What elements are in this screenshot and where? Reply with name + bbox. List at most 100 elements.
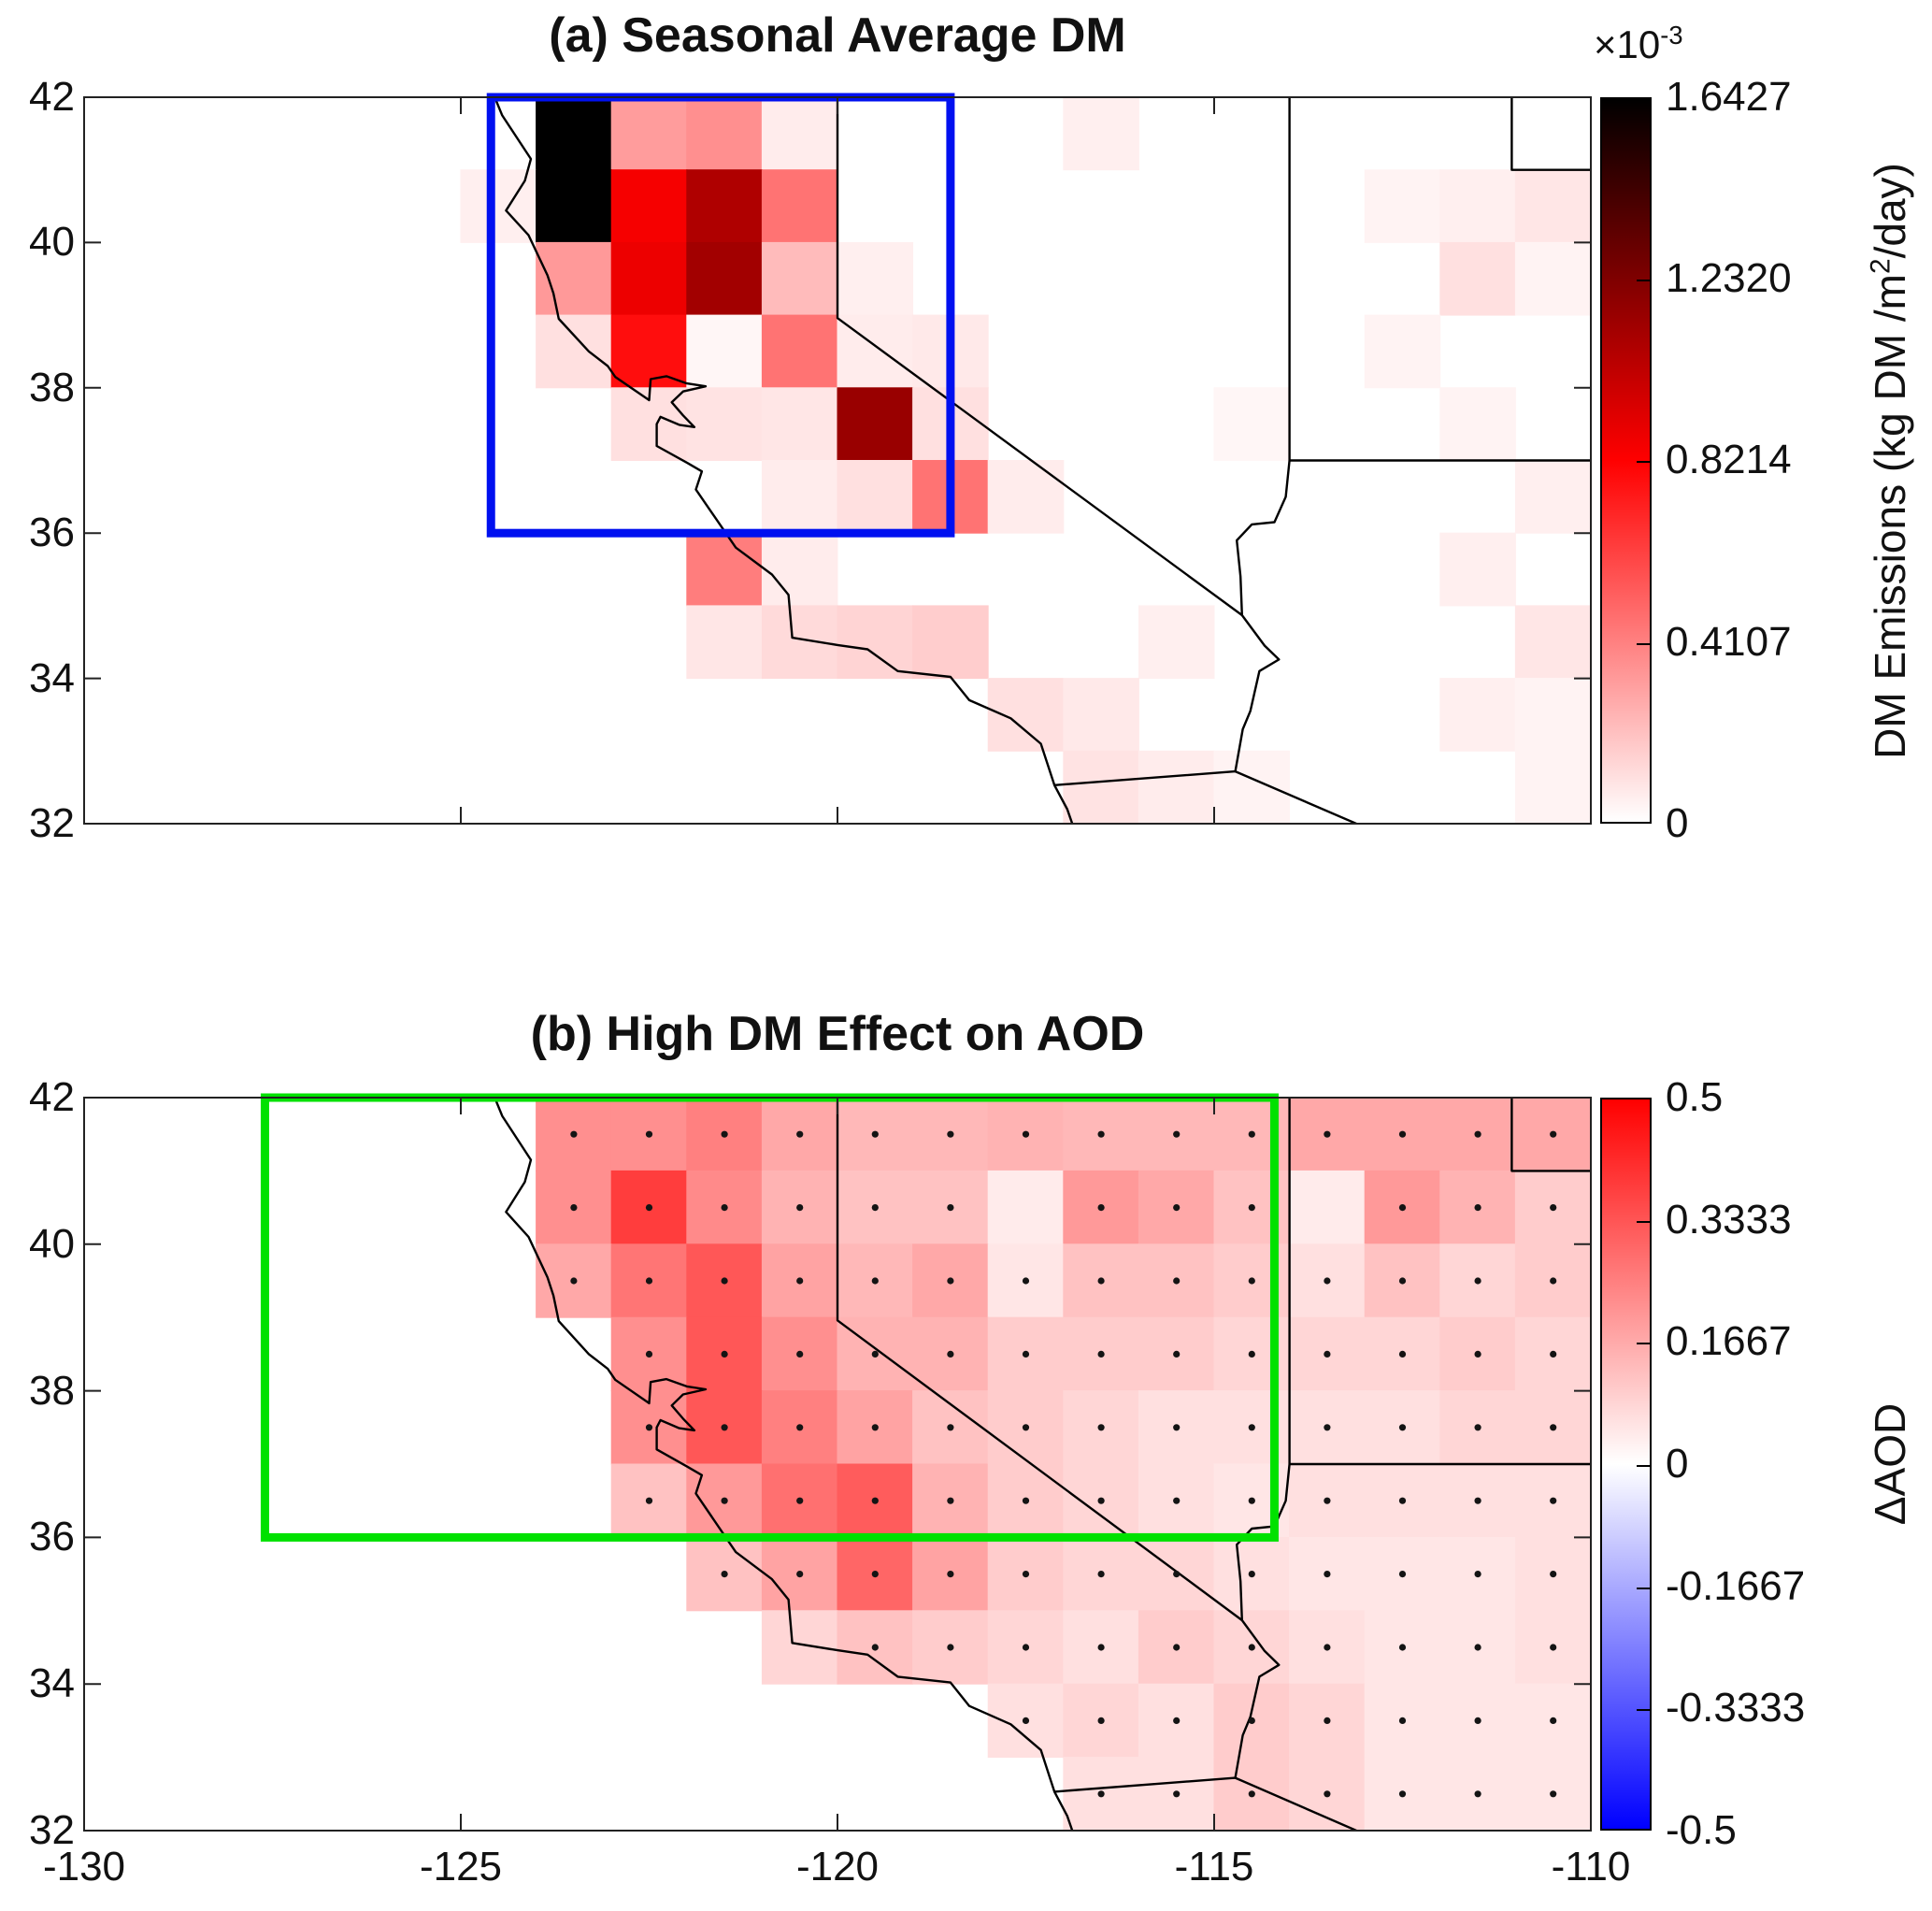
state-border: [836, 97, 1243, 616]
stipple-dot: [871, 1204, 879, 1212]
colorbar-tick: [1637, 642, 1650, 645]
stipple-dot: [1550, 1717, 1557, 1724]
grid-cell: [837, 241, 914, 316]
grid-cell: [1063, 750, 1139, 824]
colorbar-tick-label: 0.3333: [1666, 1196, 1792, 1243]
stipple-dot: [1022, 1717, 1030, 1724]
grid-cell: [1439, 169, 1516, 243]
state-border: [1054, 1776, 1360, 1831]
stipple-dot: [1173, 1277, 1181, 1285]
stipple-dot: [1324, 1497, 1331, 1504]
stipple-dot: [1097, 1571, 1105, 1578]
stipple-dot: [1324, 1790, 1331, 1798]
stipple-dot: [645, 1204, 653, 1212]
stipple-dot: [1474, 1497, 1481, 1504]
stipple-dot: [1248, 1497, 1255, 1504]
stipple-dot: [1550, 1644, 1557, 1651]
stipple-dot: [645, 1497, 653, 1504]
xtick-label: -120: [795, 1844, 880, 1889]
stipple-dot: [1474, 1277, 1481, 1285]
xtick-label: -110: [1551, 1844, 1631, 1889]
grid-cell: [912, 605, 989, 680]
panel-a-ytick-label: 34: [29, 654, 75, 701]
grid-cell: [761, 314, 838, 389]
stipple-dot: [1173, 1790, 1181, 1798]
stipple-dot: [1550, 1571, 1557, 1578]
grid-cell: [1514, 605, 1591, 680]
stipple-dot: [1248, 1204, 1255, 1212]
stipple-dot: [1248, 1424, 1255, 1431]
stipple-dot: [871, 1130, 879, 1138]
stipple-dot: [1173, 1350, 1181, 1358]
grid-cell: [1514, 241, 1591, 316]
colorbar-b: [1600, 1098, 1652, 1831]
stipple-dot: [721, 1424, 728, 1431]
panel-b-ytick-label: 42: [29, 1074, 75, 1120]
grid-cell: [1063, 678, 1139, 752]
panel-a-ytick-label: 40: [29, 219, 75, 266]
grid-cell: [536, 241, 612, 316]
colorbar-tick-label: -0.1667: [1666, 1562, 1806, 1609]
grid-cell: [610, 314, 688, 389]
grid-cell: [837, 460, 914, 534]
stipple-dot: [1474, 1424, 1481, 1431]
stipple-dot: [1474, 1790, 1481, 1798]
stipple-dot: [1022, 1571, 1030, 1578]
stipple-dot: [1248, 1130, 1255, 1138]
stipple-dot: [1398, 1497, 1407, 1504]
panel-b-ytick-label: 40: [29, 1220, 75, 1267]
stipple-dot: [871, 1497, 879, 1504]
grid-cell: [1439, 678, 1516, 752]
grid-cell: [686, 314, 763, 389]
state-border: [836, 1098, 1243, 1621]
stipple-dot: [570, 1277, 578, 1285]
stipple-dot: [645, 1130, 653, 1138]
colorbar-tick: [1637, 1343, 1650, 1345]
stipple-dot: [1097, 1130, 1105, 1138]
axes-frame: [83, 1097, 1592, 1832]
colorbar-tick-label: 0: [1666, 800, 1689, 846]
coastline: [494, 97, 1074, 824]
stipple-dot: [796, 1424, 804, 1431]
stipple-dot: [645, 1350, 653, 1358]
stipple-dot: [1097, 1717, 1105, 1724]
colorbar-tick-label: 0.4107: [1666, 618, 1792, 665]
map-outlines: [494, 97, 1591, 824]
colorbar-tick: [1637, 1709, 1650, 1712]
stipple-dot: [1398, 1644, 1407, 1651]
grid-cell: [1514, 678, 1591, 752]
stipple-dot: [1550, 1277, 1557, 1285]
colorbar-tick-label: 0.1667: [1666, 1318, 1792, 1365]
stipple-dots: [570, 1130, 1557, 1798]
grid-cell: [610, 169, 688, 243]
grid-cell: [1063, 97, 1139, 171]
colorbar-a-axis-label: DM Emissions (kg DM /m2/day): [1865, 162, 1914, 759]
grid-cell: [987, 460, 1065, 534]
grid-cell: [761, 241, 838, 316]
state-border: [1054, 769, 1360, 824]
grid-cell: [1364, 169, 1441, 243]
grid-cell: [686, 532, 763, 607]
stipple-dot: [871, 1644, 879, 1651]
stipple-dot: [721, 1277, 728, 1285]
panel-b-ytick-label: 38: [29, 1367, 75, 1414]
stipple-dot: [796, 1277, 804, 1285]
stipple-dot: [947, 1571, 954, 1578]
stipple-dot: [947, 1644, 954, 1651]
panel-b-title: (b) High DM Effect on AOD: [530, 1007, 1145, 1061]
stipple-dot: [1474, 1644, 1481, 1651]
stipple-dot: [1324, 1277, 1331, 1285]
xtick-label: -125: [419, 1844, 503, 1889]
grid-cell: [1514, 169, 1591, 243]
grid-cell: [761, 532, 838, 607]
grid-cell: [686, 97, 763, 171]
stipple-dot: [796, 1497, 804, 1504]
stipple-dot: [1474, 1717, 1481, 1724]
stipple-dot: [721, 1350, 728, 1358]
stipple-dot: [1173, 1717, 1181, 1724]
grid-cell: [1439, 532, 1516, 607]
stipple-dot: [1097, 1497, 1105, 1504]
stipple-dot: [1550, 1130, 1557, 1138]
